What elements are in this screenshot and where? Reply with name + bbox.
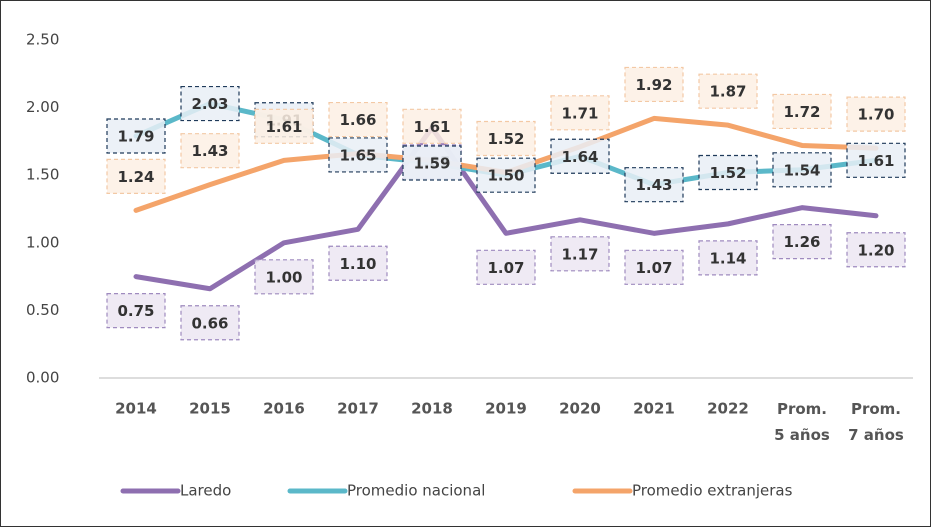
data-label: 1.92 [635,76,672,94]
x-tick-label: 2019 [485,400,527,418]
data-label-box [180,85,240,122]
data-label-box [698,73,758,109]
data-label-box [624,167,684,203]
x-tick-label: 2014 [115,400,157,418]
data-label: 1.70 [857,106,894,124]
data-label: 1.43 [635,176,672,194]
data-label: 0.66 [191,314,228,332]
x-tick-label: 2017 [337,400,379,418]
data-label: 1.43 [191,142,228,160]
data-label: 1.24 [117,168,154,186]
data-label: 1.50 [487,167,524,185]
data-label-box [476,120,536,157]
data-label-box [624,249,684,285]
data-label-box [328,245,388,281]
data-label: 1.61 [265,118,302,136]
data-label: 1.26 [783,233,820,251]
x-tick-line: Prom. [851,400,901,418]
data-label-box [550,95,610,131]
y-tick-label: 1.00 [26,233,59,251]
x-tick-label: 2022 [707,400,749,418]
legend-label: Promedio nacional [347,482,485,500]
x-tick-label: 2015 [189,400,231,418]
data-label-box [254,259,314,295]
x-tick-line: 7 años [848,426,904,444]
data-label: 0.75 [117,302,154,320]
data-label: 1.61 [857,152,894,170]
x-tick-label: 2021 [633,400,675,418]
y-tick-label: 0.50 [26,301,59,319]
data-label: 1.59 [413,155,450,173]
y-tick-label: 1.50 [26,166,59,184]
data-label-box [328,101,388,138]
data-label: 1.52 [487,130,524,148]
data-label-box [328,137,388,173]
data-label: 1.00 [265,268,302,286]
y-tick-label: 2.50 [26,31,59,49]
x-tick-label: 2018 [411,400,453,418]
data-label-box [476,157,536,193]
series-line [133,125,879,292]
data-label-box [698,240,758,276]
data-label-box [624,66,684,103]
data-label: 1.87 [709,83,746,101]
data-label: 2.03 [191,95,228,113]
data-label-box [772,93,832,130]
x-tick-line: Prom. [777,400,827,418]
legend-label: Laredo [180,482,231,500]
data-label: 1.07 [635,259,672,277]
data-label: 1.64 [561,148,598,166]
x-tick-line: 5 años [774,426,830,444]
data-label-box [550,236,610,272]
data-label-box [846,232,906,268]
legend-label: Promedio extranjeras [632,482,793,500]
data-label-box [846,142,906,178]
data-label-box [106,293,166,329]
data-label: 1.14 [709,249,746,267]
data-label-box [254,108,314,144]
data-label: 1.54 [783,161,820,179]
data-label-box [106,158,166,194]
data-label: 1.52 [709,164,746,182]
data-label: 1.79 [117,127,154,145]
data-label-box [550,138,610,174]
data-label: 1.10 [339,255,376,273]
data-label-box [402,145,462,181]
data-label-box [846,96,906,132]
y-tick-label: 2.00 [26,98,59,116]
x-tick-label: Prom. 7 años [848,400,904,444]
data-label-box [698,154,758,191]
data-label-box [772,224,832,260]
y-tick-label: 0.00 [26,369,59,387]
data-label: 1.65 [339,146,376,164]
data-label-box [180,133,240,169]
data-label: 1.71 [561,104,598,122]
x-tick-label: 2016 [263,400,305,418]
data-label: 1.07 [487,259,524,277]
data-label-box [402,108,462,144]
data-label: 1.72 [783,103,820,121]
data-label: 1.66 [339,111,376,129]
data-label-box [180,305,240,341]
x-tick-label: 2020 [559,400,601,418]
data-label-box [772,152,832,188]
data-label: 1.20 [857,241,894,259]
data-label-box [476,249,536,285]
x-tick-label: Prom. 5 años [774,400,830,444]
data-label-box [106,118,166,154]
data-label: 1.17 [561,245,598,263]
data-label: 1.61 [413,118,450,136]
